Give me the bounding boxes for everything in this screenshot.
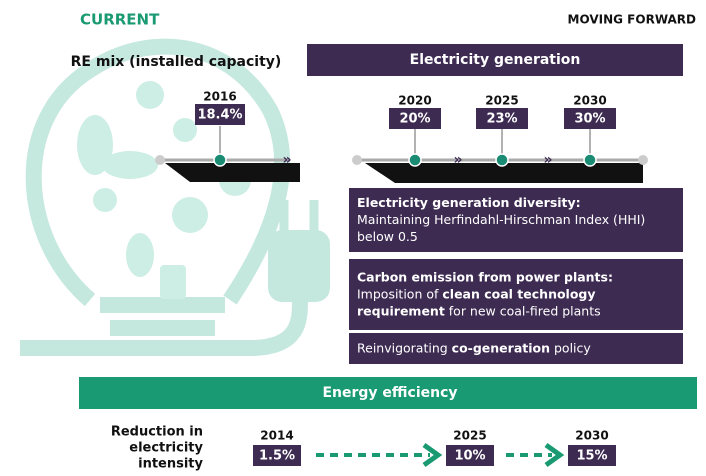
text-segment: policy	[550, 340, 591, 355]
milestone-value: 20%	[399, 112, 430, 127]
text-segment: Reinvigorating	[357, 340, 452, 355]
text-segment: co-generation	[452, 340, 550, 355]
chevron: »	[543, 152, 552, 168]
text-segment: requirement	[357, 303, 445, 318]
policy-text: Maintaining Herfindahl-Hirschman Index (…	[357, 212, 645, 227]
milestone-value: 30%	[574, 112, 605, 127]
milestone-year: 2030	[575, 429, 608, 443]
milestone-value: 15%	[576, 449, 607, 464]
text-segment: Maintaining Herfindahl-Hirschman Index (…	[357, 212, 645, 227]
timeline-shadow	[165, 163, 300, 182]
value-box	[195, 104, 245, 125]
re-mix-title: RE mix (installed capacity)	[71, 54, 282, 70]
timeline-shadow	[365, 163, 643, 183]
chevron: »	[282, 152, 291, 168]
text-segment: for new coal-fired plants	[445, 303, 601, 318]
timeline-dot	[408, 153, 422, 167]
value-box	[476, 108, 528, 129]
re-value: 18.4%	[197, 108, 242, 123]
value-box	[564, 108, 616, 129]
timeline-dot	[583, 153, 597, 167]
policy-text: Imposition of clean coal technology	[357, 286, 596, 301]
policy-text: below 0.5	[357, 229, 418, 244]
text-segment: Carbon emission from power plants:	[357, 269, 613, 284]
policy-text: requirement for new coal-fired plants	[357, 303, 601, 318]
text-segment: Electricity generation diversity:	[357, 195, 581, 210]
value-box	[568, 445, 616, 466]
efficiency-title: Energy efficiency	[322, 385, 457, 401]
efficiency-label: intensity	[138, 457, 203, 472]
value-box	[253, 445, 301, 466]
text-segment: Imposition of	[357, 286, 442, 301]
timeline-dot	[495, 153, 509, 167]
current-label: CURRENT	[80, 11, 160, 29]
chevron: »	[453, 152, 462, 168]
milestone-value: 10%	[454, 449, 485, 464]
timeline-end	[638, 155, 648, 165]
policy-box	[349, 259, 683, 330]
efficiency-label: electricity	[129, 441, 203, 456]
text-segment: below 0.5	[357, 229, 418, 244]
timeline-dot	[213, 153, 227, 167]
milestone-value: 23%	[486, 112, 517, 127]
milestone-year: 2014	[260, 429, 293, 443]
policy-box	[349, 188, 683, 252]
milestone-year: 2020	[398, 94, 431, 108]
electricity-title: Electricity generation	[410, 52, 581, 68]
bulb-illustration	[20, 38, 330, 356]
value-box	[446, 445, 494, 466]
milestone-year: 2025	[453, 429, 486, 443]
policy-text: Carbon emission from power plants:	[357, 269, 613, 284]
policy-box	[349, 333, 683, 364]
policy-text: Reinvigorating co-generation policy	[357, 340, 591, 355]
milestone-year: 2025	[485, 94, 518, 108]
milestone-year: 2030	[573, 94, 606, 108]
moving-forward-label: MOVING FORWARD	[568, 13, 697, 27]
efficiency-label: Reduction in	[111, 425, 203, 440]
dashed-arrows	[316, 442, 565, 468]
re-year: 2016	[203, 90, 236, 104]
electricity-header	[307, 44, 683, 76]
policy-text: Electricity generation diversity:	[357, 195, 581, 210]
efficiency-header	[79, 377, 697, 409]
milestone-value: 1.5%	[259, 449, 295, 464]
value-box	[389, 108, 441, 129]
timeline-end	[155, 155, 165, 165]
timeline-end	[352, 155, 362, 165]
text-segment: clean coal technology	[442, 286, 595, 301]
